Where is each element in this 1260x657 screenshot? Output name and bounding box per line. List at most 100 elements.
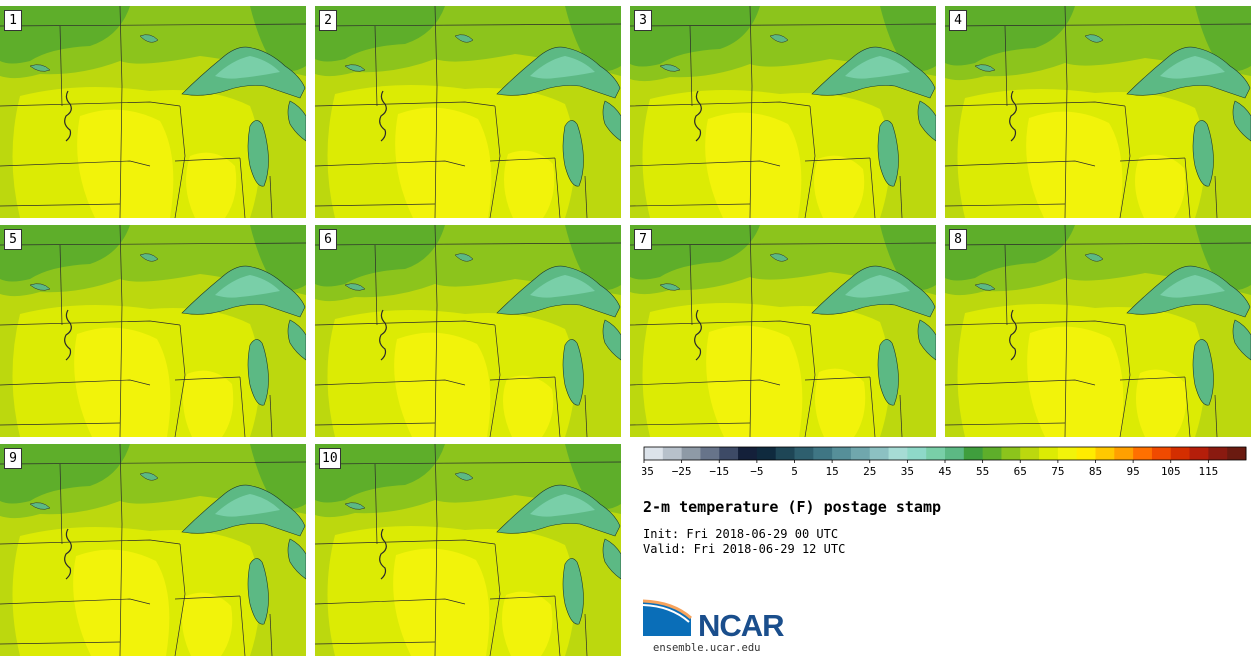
cooler-region bbox=[565, 225, 621, 290]
state-border bbox=[1004, 244, 1008, 326]
state-border bbox=[0, 203, 121, 207]
state-border bbox=[1119, 105, 1131, 218]
state-border bbox=[315, 539, 496, 545]
temperature-map bbox=[945, 6, 1251, 218]
cooler-region bbox=[315, 6, 445, 62]
lake-michigan bbox=[562, 339, 584, 406]
lake-superior-core bbox=[530, 56, 595, 79]
lake-michigan bbox=[1192, 339, 1214, 406]
colorbar-segment bbox=[850, 447, 871, 460]
river bbox=[694, 90, 702, 142]
cooler-region bbox=[250, 225, 306, 290]
small-lake bbox=[659, 283, 681, 291]
state-border bbox=[434, 225, 438, 437]
colorbar-segment bbox=[1170, 447, 1191, 460]
temperature-map bbox=[630, 6, 936, 218]
warm-region bbox=[1135, 154, 1186, 218]
cooler-region bbox=[630, 6, 760, 67]
temperature-map bbox=[315, 444, 621, 656]
temperature-map bbox=[0, 6, 306, 218]
warm-region bbox=[183, 370, 234, 437]
state-border bbox=[434, 444, 438, 656]
state-border bbox=[689, 25, 693, 107]
member-panel-2: 2 bbox=[315, 6, 621, 218]
river bbox=[694, 309, 702, 361]
cooler-region bbox=[880, 225, 936, 290]
colorbar-segment bbox=[1151, 447, 1172, 460]
cooler-region bbox=[0, 225, 130, 282]
river bbox=[64, 90, 72, 142]
member-panel-3: 3 bbox=[630, 6, 936, 218]
state-border bbox=[804, 376, 871, 381]
lake-superior-core bbox=[215, 275, 280, 298]
state-border bbox=[119, 225, 123, 437]
colorbar-segment bbox=[1001, 447, 1021, 460]
state-border bbox=[489, 105, 501, 218]
colorbar-segment bbox=[1095, 447, 1115, 460]
state-border bbox=[315, 203, 436, 207]
lake-michigan bbox=[562, 558, 584, 625]
small-lake bbox=[29, 64, 51, 72]
state-border bbox=[239, 595, 246, 656]
warm-region bbox=[706, 325, 803, 437]
cooler-region bbox=[880, 6, 936, 71]
colorbar-segment bbox=[832, 447, 852, 460]
colorbar-tick-label: 75 bbox=[1051, 465, 1064, 478]
cooler-region bbox=[0, 6, 130, 64]
lake-superior-core bbox=[530, 275, 595, 298]
cooler-region bbox=[250, 444, 306, 509]
colorbar-tick-label: 15 bbox=[826, 465, 839, 478]
member-label: 5 bbox=[4, 229, 22, 250]
state-border bbox=[315, 23, 621, 27]
state-border bbox=[315, 160, 466, 167]
state-border bbox=[374, 25, 378, 107]
river bbox=[379, 90, 387, 142]
state-border bbox=[1214, 394, 1218, 437]
state-border bbox=[269, 175, 273, 218]
state-border bbox=[1064, 6, 1068, 218]
colorbar-tick-label: 45 bbox=[938, 465, 951, 478]
small-lake bbox=[139, 472, 159, 481]
state-border bbox=[1004, 25, 1008, 107]
lake-huron bbox=[1232, 319, 1251, 361]
lake-michigan bbox=[562, 120, 584, 187]
state-border bbox=[1119, 324, 1131, 437]
member-panel-4: 4 bbox=[945, 6, 1251, 218]
member-panel-7: 7 bbox=[630, 225, 936, 437]
warm-region bbox=[504, 150, 555, 218]
lake-huron bbox=[287, 100, 306, 142]
river bbox=[64, 309, 72, 361]
small-lake bbox=[769, 34, 789, 43]
lake-huron bbox=[287, 538, 306, 580]
member-panel-5: 5 bbox=[0, 225, 306, 437]
colorbar-segment bbox=[662, 447, 683, 460]
colorbar-tick-label: 55 bbox=[976, 465, 989, 478]
cooler-region bbox=[945, 6, 1075, 66]
cooler-region bbox=[1195, 6, 1251, 71]
lake-huron bbox=[287, 319, 306, 361]
lake-michigan bbox=[877, 339, 899, 406]
colorbar-segment bbox=[756, 447, 777, 460]
colorbar-segment bbox=[719, 447, 739, 460]
state-border bbox=[630, 23, 936, 27]
colorbar-segment bbox=[1020, 447, 1040, 460]
member-label: 9 bbox=[4, 448, 22, 469]
cooler-region bbox=[630, 225, 760, 280]
warm-region bbox=[393, 548, 490, 656]
colorbar-segment bbox=[926, 447, 946, 460]
colorbar-tick-label: −5 bbox=[750, 465, 763, 478]
state-border bbox=[945, 242, 1251, 246]
lake-huron bbox=[1232, 100, 1251, 142]
state-border bbox=[269, 394, 273, 437]
warm-region bbox=[1027, 326, 1124, 437]
state-border bbox=[804, 324, 816, 437]
colorbar-tick-label: −25 bbox=[672, 465, 692, 478]
lake-michigan bbox=[247, 120, 269, 187]
state-border bbox=[374, 463, 378, 545]
small-lake bbox=[454, 34, 474, 43]
small-lake bbox=[769, 253, 789, 262]
small-lake bbox=[344, 502, 366, 510]
state-border bbox=[315, 641, 436, 645]
state-border bbox=[489, 595, 556, 600]
state-border bbox=[59, 463, 63, 545]
